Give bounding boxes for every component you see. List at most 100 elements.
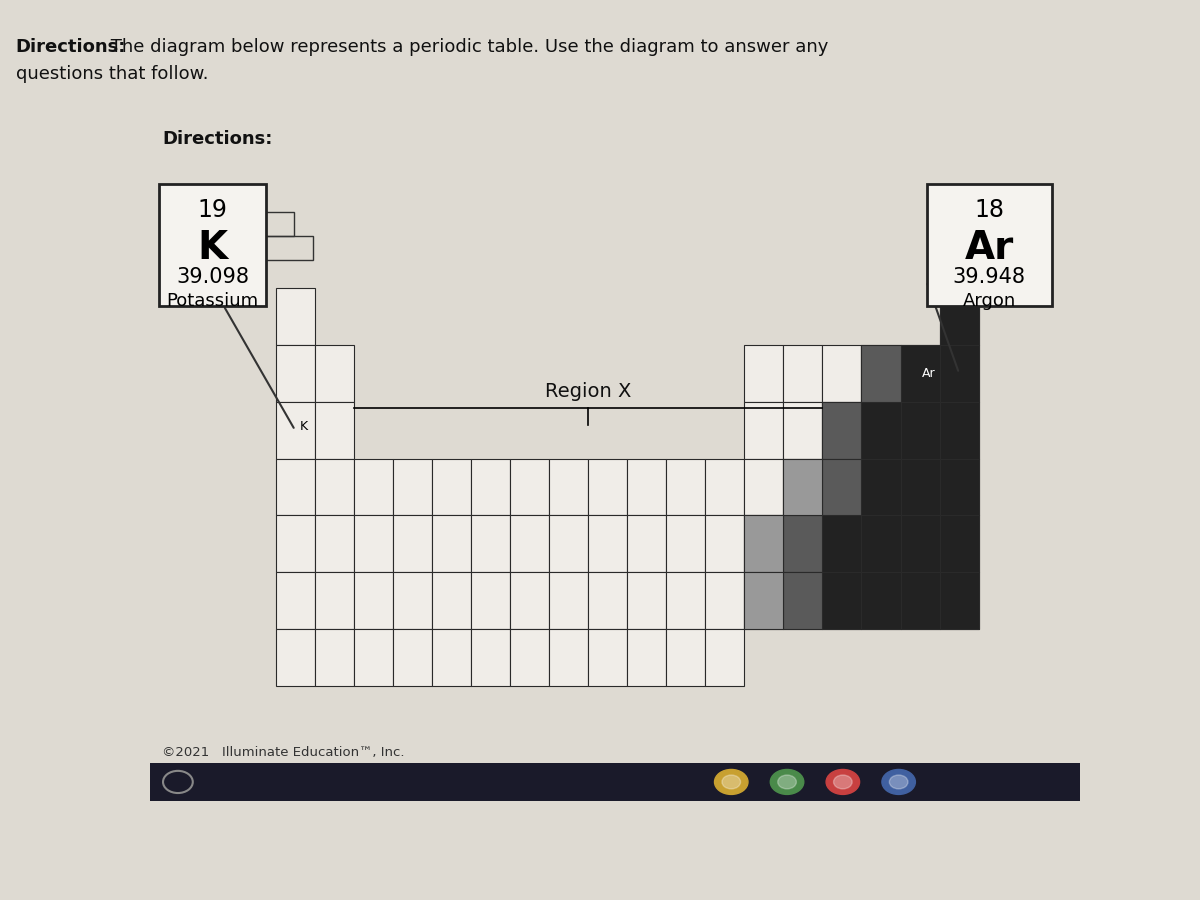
Bar	[628, 572, 666, 629]
Bar	[744, 401, 784, 459]
Bar	[276, 345, 314, 401]
Text: ©2021   Illuminate Education™, Inc.: ©2021 Illuminate Education™, Inc.	[162, 746, 404, 760]
Bar	[548, 516, 588, 572]
Text: Argon: Argon	[962, 292, 1016, 310]
Bar	[784, 572, 822, 629]
Bar	[900, 572, 940, 629]
Bar	[900, 516, 940, 572]
Bar	[257, 236, 313, 260]
Bar	[276, 572, 314, 629]
Circle shape	[826, 770, 859, 795]
Bar	[744, 572, 784, 629]
Bar	[276, 629, 314, 686]
Bar	[940, 288, 979, 345]
Bar	[862, 459, 900, 516]
Bar	[276, 459, 314, 516]
Bar	[354, 516, 392, 572]
Bar	[548, 629, 588, 686]
Bar	[822, 516, 862, 572]
Bar	[744, 459, 784, 516]
Text: Ar: Ar	[965, 230, 1014, 267]
Bar	[666, 572, 706, 629]
Circle shape	[770, 770, 804, 795]
Bar	[744, 516, 784, 572]
Bar	[432, 516, 470, 572]
Text: 18: 18	[974, 198, 1004, 222]
Bar	[706, 572, 744, 629]
Bar	[862, 345, 900, 401]
Bar	[354, 459, 392, 516]
Bar	[822, 345, 862, 401]
Bar	[628, 516, 666, 572]
Bar	[354, 629, 392, 686]
Bar	[510, 516, 548, 572]
Bar	[784, 459, 822, 516]
Bar	[822, 572, 862, 629]
Bar	[900, 459, 940, 516]
Bar	[314, 572, 354, 629]
Bar	[940, 401, 979, 459]
Text: K: K	[198, 230, 228, 267]
Bar	[940, 345, 979, 401]
Bar	[784, 345, 822, 401]
Bar	[744, 345, 784, 401]
Bar	[926, 184, 1052, 305]
Bar	[822, 459, 862, 516]
Bar	[470, 572, 510, 629]
Bar	[784, 401, 822, 459]
Circle shape	[882, 770, 916, 795]
Bar	[940, 572, 979, 629]
Bar	[940, 288, 979, 345]
Bar	[588, 629, 628, 686]
Bar	[314, 345, 354, 401]
Bar	[470, 459, 510, 516]
Bar	[392, 572, 432, 629]
Bar	[862, 516, 900, 572]
Bar	[150, 763, 1080, 801]
Bar	[470, 516, 510, 572]
Bar	[784, 572, 822, 629]
Text: Potassium: Potassium	[167, 292, 259, 310]
Bar	[666, 629, 706, 686]
Bar	[900, 459, 940, 516]
Bar	[862, 572, 900, 629]
Bar	[862, 459, 900, 516]
Bar	[822, 459, 862, 516]
Bar	[900, 401, 940, 459]
Bar	[706, 629, 744, 686]
Text: Directions: The diagram below represents a periodic table. Use the diagram to an: Directions: The diagram below represents…	[162, 130, 983, 148]
Bar	[510, 629, 548, 686]
Bar	[392, 629, 432, 686]
Text: Ar: Ar	[923, 367, 936, 380]
Bar	[588, 516, 628, 572]
Bar	[628, 459, 666, 516]
Bar	[900, 516, 940, 572]
Bar	[354, 572, 392, 629]
Circle shape	[889, 775, 908, 789]
Bar	[862, 401, 900, 459]
Bar	[940, 459, 979, 516]
Bar	[666, 459, 706, 516]
Text: Directions:: Directions:	[16, 38, 126, 56]
Circle shape	[778, 775, 797, 789]
Bar	[160, 184, 266, 305]
Bar	[940, 516, 979, 572]
Bar	[706, 516, 744, 572]
Bar	[314, 629, 354, 686]
Bar	[588, 459, 628, 516]
Bar	[784, 459, 822, 516]
Bar	[276, 516, 314, 572]
Bar	[784, 516, 822, 572]
Bar	[432, 572, 470, 629]
Bar	[822, 401, 862, 459]
Bar	[706, 459, 744, 516]
Text: K: K	[300, 420, 308, 433]
Text: Directions:: Directions:	[162, 130, 272, 148]
Text: 19: 19	[198, 198, 228, 222]
Bar	[900, 401, 940, 459]
Bar	[510, 572, 548, 629]
Bar	[432, 629, 470, 686]
Bar	[940, 459, 979, 516]
Bar	[862, 401, 900, 459]
Bar	[900, 345, 940, 401]
